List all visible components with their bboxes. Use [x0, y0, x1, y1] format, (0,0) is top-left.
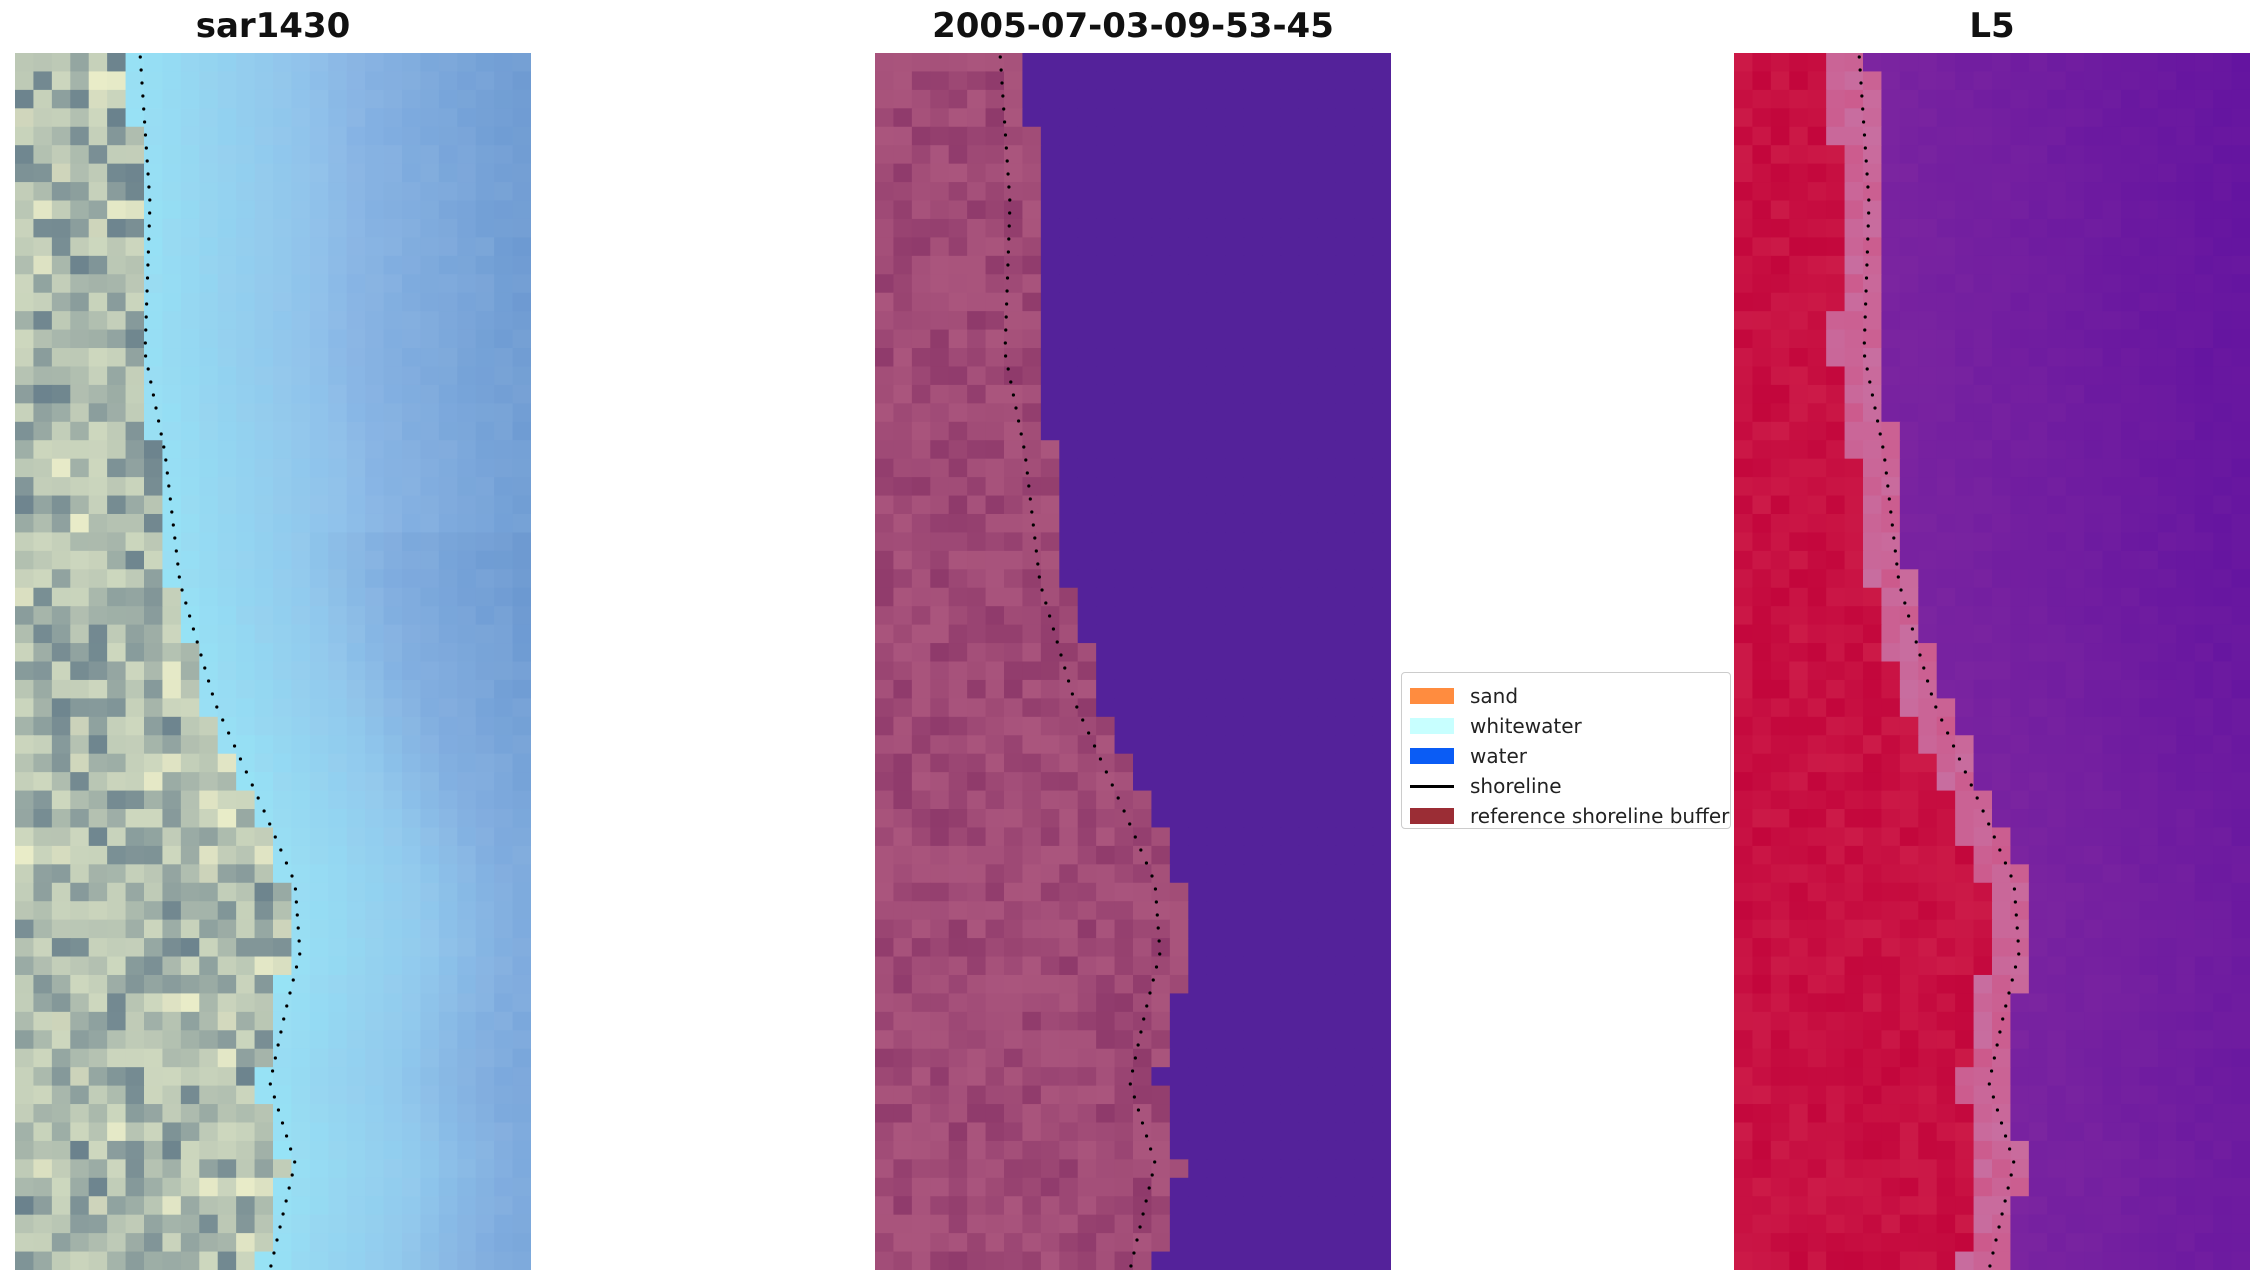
- index-image-panel: [1734, 53, 2250, 1270]
- legend-item-water: water: [1410, 743, 1527, 769]
- legend-label: shoreline: [1470, 774, 1562, 798]
- shoreline-dots: [998, 55, 1162, 1268]
- index-image: [1734, 53, 2250, 1270]
- legend-item-sand: sand: [1410, 683, 1518, 709]
- shoreline-dots: [138, 55, 302, 1268]
- legend-label: sand: [1470, 684, 1519, 708]
- shoreline-line-swatch: [1410, 784, 1454, 788]
- classified-image: [875, 53, 1391, 1270]
- legend-item-shoreline: shoreline: [1410, 773, 1562, 799]
- rgb-image-panel: [15, 53, 531, 1270]
- legend-item-whitewater: whitewater: [1410, 713, 1582, 739]
- sand-swatch: [1410, 688, 1454, 704]
- reference-buffer-swatch: [1410, 808, 1454, 824]
- whitewater-swatch: [1410, 718, 1454, 734]
- legend-label: water: [1470, 744, 1527, 768]
- water-swatch: [1410, 748, 1454, 764]
- rgb-image: [15, 53, 531, 1270]
- panel-title-index: L5: [1969, 6, 2015, 46]
- panel-title-rgb: sar1430: [195, 6, 351, 46]
- panel-title-classified: 2005-07-03-09-53-45: [932, 6, 1334, 46]
- legend: sand whitewater water shoreline referenc…: [1401, 672, 1731, 829]
- legend-label: whitewater: [1470, 714, 1582, 738]
- legend-item-reference-buffer: reference shoreline buffer: [1410, 803, 1729, 829]
- classified-image-panel: [875, 53, 1391, 1270]
- legend-label: reference shoreline buffer: [1470, 804, 1730, 828]
- shoreline-dots: [1857, 55, 2021, 1268]
